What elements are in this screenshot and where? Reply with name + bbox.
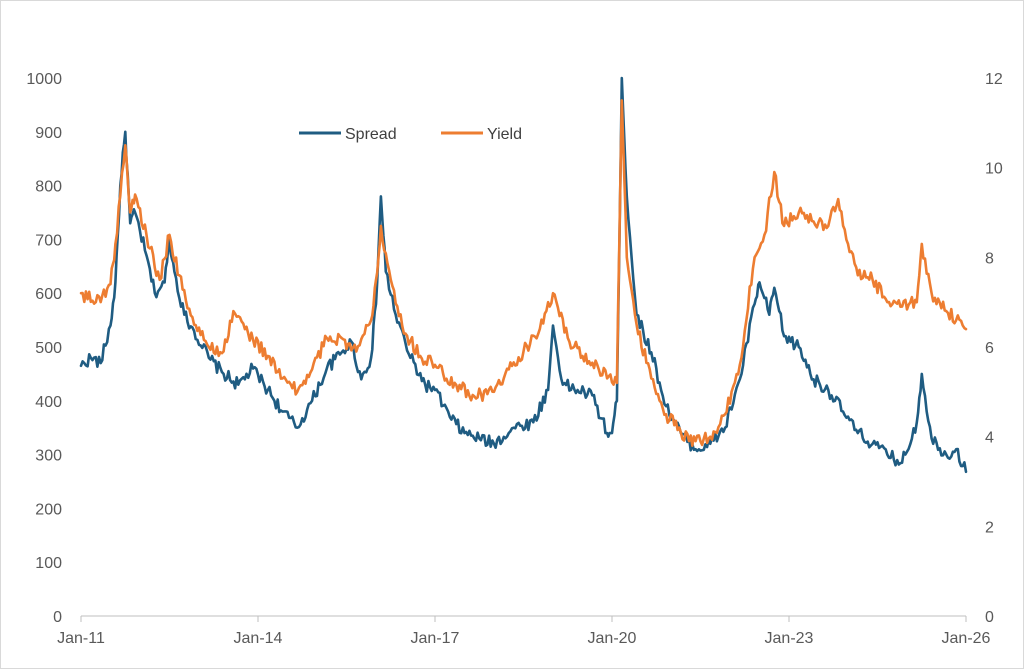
y-left-tick-label: 400 bbox=[35, 394, 62, 411]
y-left-tick-label: 300 bbox=[35, 448, 62, 465]
legend: Spread Yield bbox=[299, 126, 522, 143]
y-right-tick-label: 6 bbox=[985, 340, 994, 357]
y-right-tick-label: 2 bbox=[985, 519, 994, 536]
y-left-tick-label: 500 bbox=[35, 340, 62, 357]
series-layer bbox=[79, 76, 968, 474]
y-right-tick-label: 8 bbox=[985, 250, 994, 267]
legend-label-yield: Yield bbox=[487, 126, 522, 143]
y-right-tick-label: 10 bbox=[985, 161, 1003, 178]
y-right-tick-label: 12 bbox=[985, 71, 1003, 88]
axes: Jan-11 Jan-14 Jan-17 Jan-20 Jan-23 Jan-260100… bbox=[26, 71, 1002, 647]
x-tick-label: Jan-20 bbox=[588, 630, 637, 647]
x-tick-label: Jan-23 bbox=[765, 630, 814, 647]
x-tick-label: Jan-17 bbox=[411, 630, 460, 647]
legend-label-spread: Spread bbox=[345, 126, 397, 143]
y-left-tick-label: 700 bbox=[35, 232, 62, 249]
y-left-tick-label: 0 bbox=[53, 609, 62, 626]
y-left-tick-label: 900 bbox=[35, 125, 62, 142]
y-left-tick-label: 100 bbox=[35, 555, 62, 572]
x-tick-label: Jan-26 bbox=[942, 630, 991, 647]
y-left-tick-label: 200 bbox=[35, 501, 62, 518]
x-tick-label: Jan-11 bbox=[57, 630, 105, 647]
y-left-tick-label: 600 bbox=[35, 286, 62, 303]
y-right-tick-label: 4 bbox=[985, 430, 994, 447]
series-line-spread bbox=[79, 76, 968, 474]
y-right-tick-label: 0 bbox=[985, 609, 994, 626]
y-left-tick-label: 800 bbox=[35, 179, 62, 196]
series-line-yield bbox=[79, 99, 968, 447]
x-tick-label: Jan-14 bbox=[234, 630, 283, 647]
y-left-tick-label: 1000 bbox=[26, 71, 62, 88]
